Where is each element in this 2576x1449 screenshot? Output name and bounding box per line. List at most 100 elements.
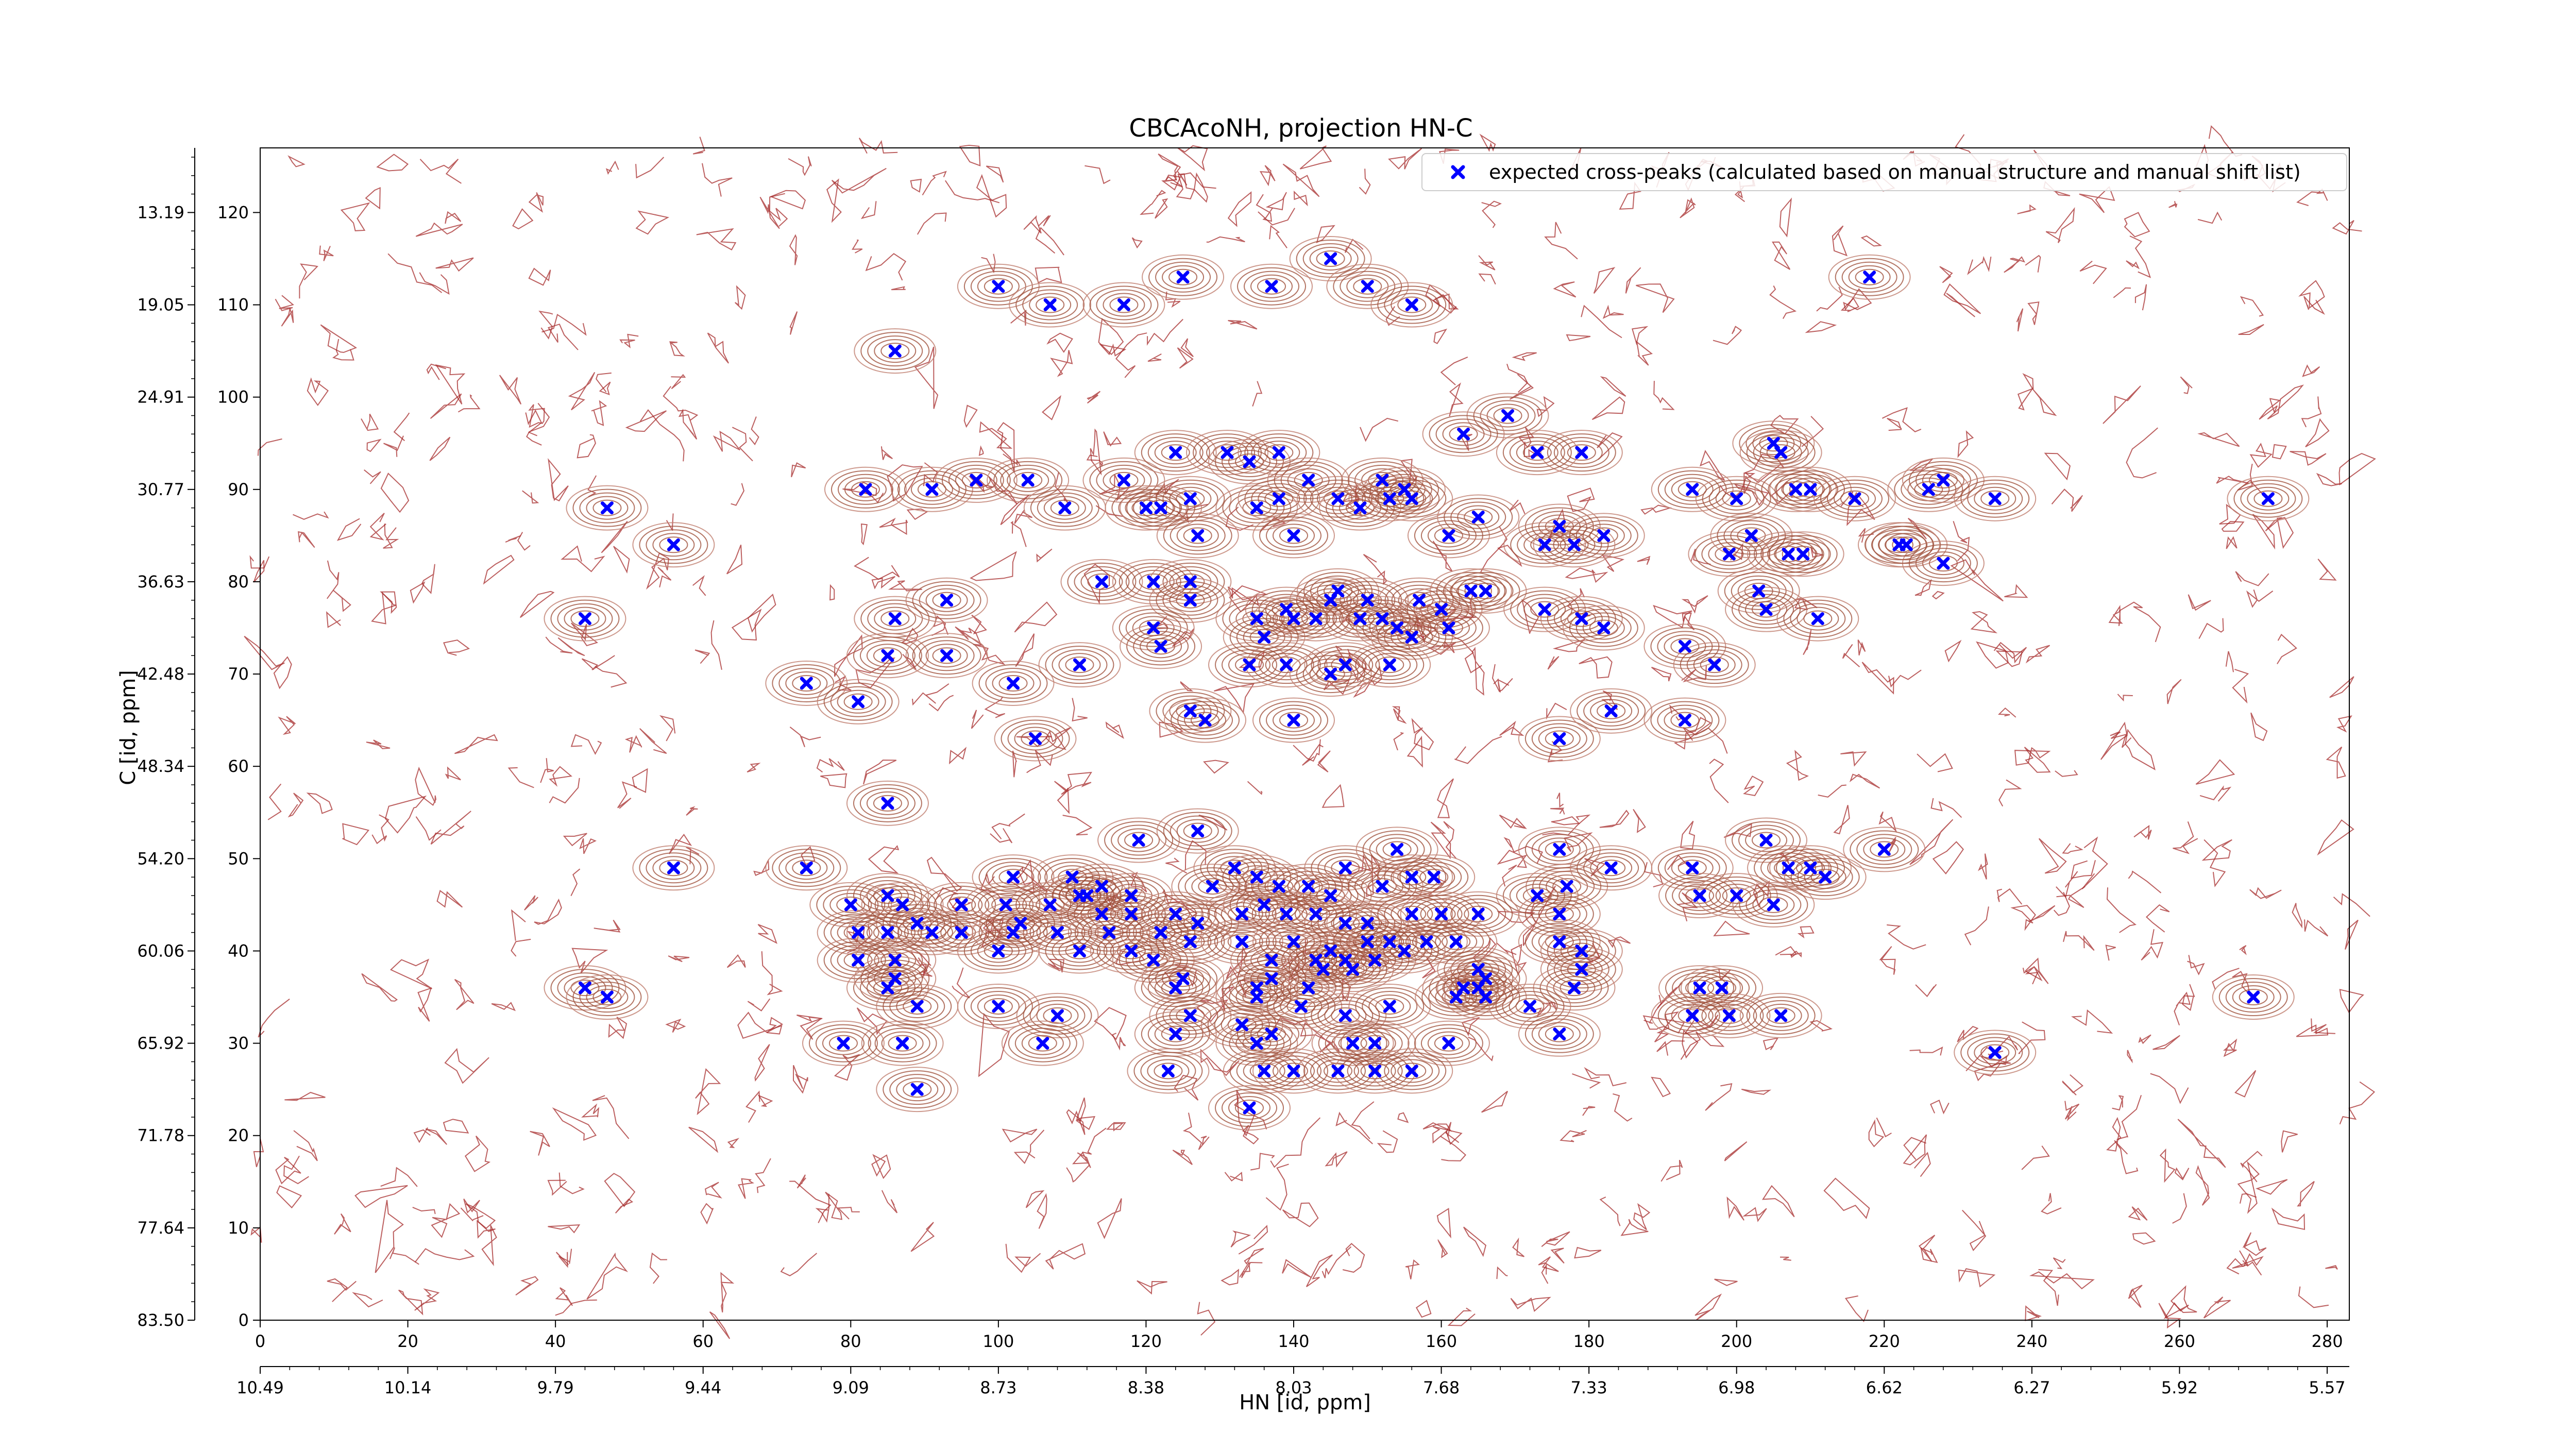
noise-contour [1244,1248,1264,1265]
peak-contour [1089,285,1159,324]
noise-contour [1317,750,1331,773]
peak-contour [550,599,620,638]
noise-contour [710,620,722,670]
y-tick-label: 40 [228,941,249,961]
cross-peak-point [1804,483,1817,496]
noise-contour [1265,1164,1289,1211]
peak-contour [920,882,1003,928]
y2-tick-label: 77.64 [137,1218,184,1238]
peak-contour [1332,492,1388,524]
legend-marker-icon [1451,165,1465,179]
noise-contour [928,695,954,712]
x-tick-label: 80 [840,1332,861,1351]
noise-contour [678,409,698,440]
peak-contour [1510,526,1580,564]
cross-peak-point [2261,492,2275,506]
noise-contour [1103,431,1122,447]
noise-contour [1744,453,1784,483]
noise-contour [1447,1307,1476,1326]
cross-peak-point [1183,704,1197,718]
peak-contour [1082,282,1165,328]
noise-contour [2304,919,2329,937]
noise-contour [640,409,685,462]
noise-contour [1094,1007,1127,1040]
peak-contour [1671,856,1714,880]
peak-contour [1701,1000,1757,1031]
noise-contour [525,409,543,436]
noise-contour [2240,296,2264,317]
peak-contour [1857,522,1940,568]
noise-contour [2025,1305,2042,1322]
peak-contour [1488,983,1571,1029]
noise-contour [419,158,462,184]
noise-contour [1397,1112,1409,1123]
cross-peak-point [1376,612,1389,626]
peak-contour [1790,858,1860,897]
peak-contour [1023,913,1092,952]
peak-contour [1694,996,1764,1035]
noise-contour [2064,1101,2080,1121]
noise-contour [2024,957,2049,984]
noise-contour [1200,1049,1240,1076]
noise-contour [1997,707,2016,718]
y-tick-label: 0 [239,1310,249,1330]
peak-contour [2212,974,2295,1020]
cross-peak-point [1073,658,1086,671]
peak-contour [1229,603,1285,634]
noise-contour [2298,280,2325,309]
peak-contour [1384,1055,1440,1087]
noise-contour [788,156,812,176]
noise-contour [2188,594,2211,611]
noise-contour [1743,776,1764,797]
noise-contour [1177,347,1194,369]
cross-peak-point [955,898,968,912]
peak-contour [866,644,909,668]
peak-contour [1835,258,1904,296]
noise-contour [1633,1203,1651,1231]
noise-contour [2174,1167,2190,1181]
cross-peak-point [1604,704,1618,718]
noise-contour [1633,808,1646,833]
peak-contour [984,998,1013,1015]
noise-contour [555,1299,597,1316]
peak-contour [1688,992,1771,1038]
peak-contour [897,470,967,509]
cross-peak-point [1095,907,1108,921]
peak-contour [1658,872,1741,918]
noise-contour [834,634,863,677]
peak-contour [1304,937,1387,983]
noise-contour [1656,1040,1685,1056]
cross-peak-point [1154,501,1167,515]
cross-peak-point [1036,1037,1049,1050]
noise-contour [1247,781,1263,795]
noise-contour [860,523,868,546]
noise-contour [1699,450,1725,481]
noise-contour [1903,1134,1927,1166]
peak-contour [1523,597,1566,621]
cross-peak-point [1405,1064,1418,1077]
peak-contour [1590,856,1633,880]
peak-contour [1420,1027,1477,1059]
peak-contour [837,920,879,945]
peak-contour [1708,880,1765,911]
peak-contour [1531,1018,1587,1050]
peak-contour [1377,1052,1447,1090]
cross-peak-point [1398,944,1411,957]
x-tick-label: 220 [1869,1332,1900,1351]
y2-tick-label: 60.06 [137,941,184,961]
noise-contour [1392,706,1407,724]
noise-contour [1566,334,1591,342]
x2-tick-label: 7.68 [1423,1378,1460,1397]
legend-cross-icon [1451,165,1465,179]
cross-peak-point [1567,538,1581,551]
noise-contour [2238,324,2264,335]
peak-contour [1244,963,1300,995]
cross-peak-point [1383,935,1396,949]
peak-contour [1747,845,1830,891]
peak-contour [984,278,1013,295]
noise-contour [955,626,982,646]
noise-contour [1843,288,1872,311]
peak-contour [1643,624,1726,669]
peak-contour [1539,871,1595,902]
peak-contour [1215,485,1298,531]
